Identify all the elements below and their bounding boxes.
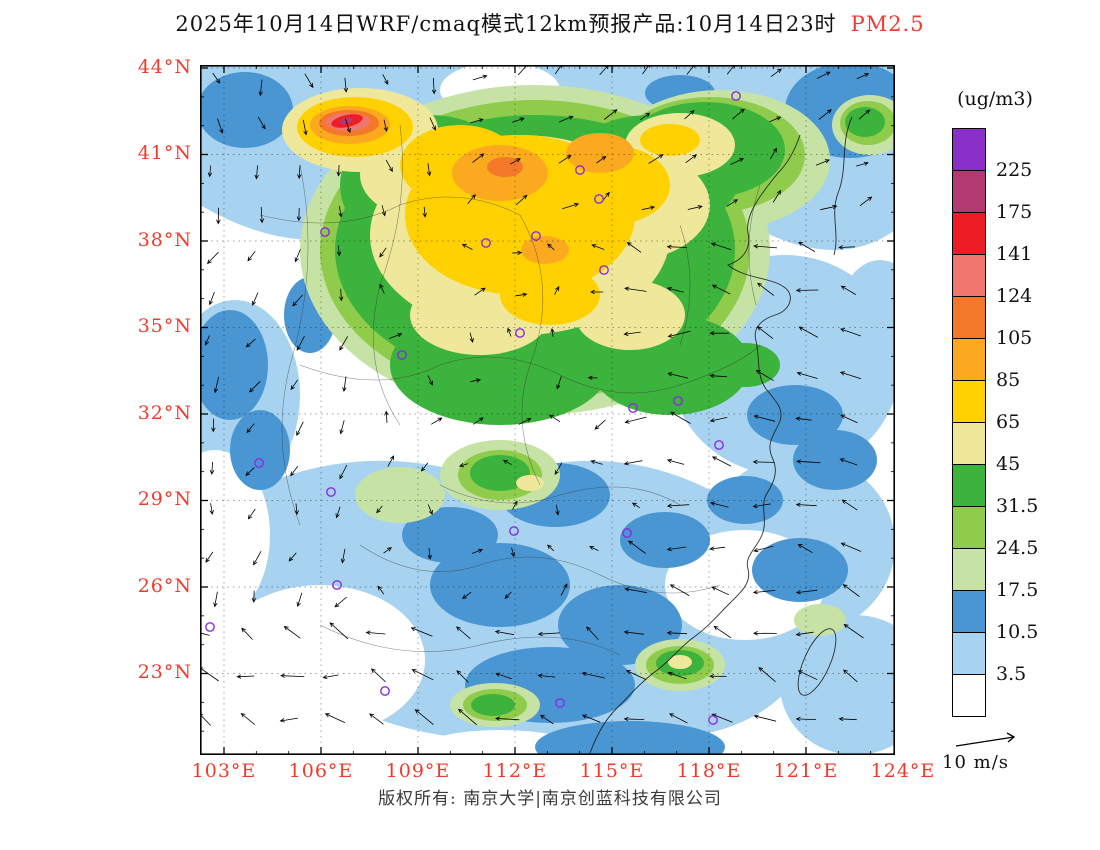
copyright-text: 版权所有: 南京大学|南京创蓝科技有限公司 xyxy=(378,789,722,809)
legend-label: 10.5 xyxy=(996,621,1039,643)
legend-label: 85 xyxy=(996,369,1021,391)
legend-label: 124 xyxy=(996,285,1033,307)
pm25-concentration-fill xyxy=(200,65,895,755)
legend-label: 45 xyxy=(996,453,1021,475)
lon-label: 121°E xyxy=(773,760,839,782)
lon-label: 112°E xyxy=(482,760,548,782)
legend-label: 3.5 xyxy=(996,663,1027,685)
legend-swatch xyxy=(952,548,986,591)
legend-swatch xyxy=(952,506,986,549)
legend-swatch xyxy=(952,212,986,255)
legend-label: 175 xyxy=(996,201,1033,223)
lat-label: 29°N xyxy=(137,488,192,510)
lon-label: 124°E xyxy=(870,760,936,782)
lat-label: 41°N xyxy=(137,142,192,164)
legend-label: 17.5 xyxy=(996,579,1039,601)
legend-swatch xyxy=(952,380,986,423)
legend-swatch xyxy=(952,674,986,717)
title-variable: PM2.5 xyxy=(850,12,925,36)
legend-swatch xyxy=(952,422,986,465)
legend-label: 105 xyxy=(996,327,1033,349)
legend-swatch xyxy=(952,170,986,213)
lat-label: 35°N xyxy=(137,315,192,337)
lon-label: 109°E xyxy=(385,760,451,782)
page-title: 2025年10月14日WRF/cmaq模式12km预报产品:10月14日23时 P… xyxy=(0,8,1100,38)
lat-label: 38°N xyxy=(137,229,192,251)
legend-swatch xyxy=(952,464,986,507)
color-legend: 225 175 141 124 105 85 65 45 31.5 24.5 1… xyxy=(952,128,1072,717)
title-main: 2025年10月14日WRF/cmaq模式12km预报产品:10月14日23时 xyxy=(175,12,837,36)
legend-swatch xyxy=(952,254,986,297)
legend-label: 31.5 xyxy=(996,495,1039,517)
lat-label: 26°N xyxy=(137,575,192,597)
lon-label: 103°E xyxy=(191,760,257,782)
legend-swatch xyxy=(952,296,986,339)
legend-swatch xyxy=(952,338,986,381)
city-markers xyxy=(205,91,741,725)
map-frame xyxy=(200,65,895,755)
lat-label: 32°N xyxy=(137,402,192,424)
legend-swatch xyxy=(952,632,986,675)
lon-label: 115°E xyxy=(579,760,645,782)
legend-units: (ug/m3) xyxy=(957,88,1033,110)
wind-scale-reference: 10 m/s xyxy=(938,726,1098,790)
lon-label: 106°E xyxy=(288,760,354,782)
legend-swatch xyxy=(952,590,986,633)
wind-reference-arrow-icon xyxy=(955,732,1016,747)
lat-label: 44°N xyxy=(137,56,192,78)
legend-label: 65 xyxy=(996,411,1021,433)
legend-label: 24.5 xyxy=(996,537,1039,559)
wind-scale-label: 10 m/s xyxy=(942,752,1009,773)
legend-swatch xyxy=(952,128,986,171)
legend-label: 225 xyxy=(996,159,1033,181)
legend-label: 141 xyxy=(996,243,1033,265)
lon-label: 118°E xyxy=(676,760,742,782)
wind-vector-arrows xyxy=(200,65,873,726)
map-canvas xyxy=(200,65,895,755)
lat-label: 23°N xyxy=(137,661,192,683)
